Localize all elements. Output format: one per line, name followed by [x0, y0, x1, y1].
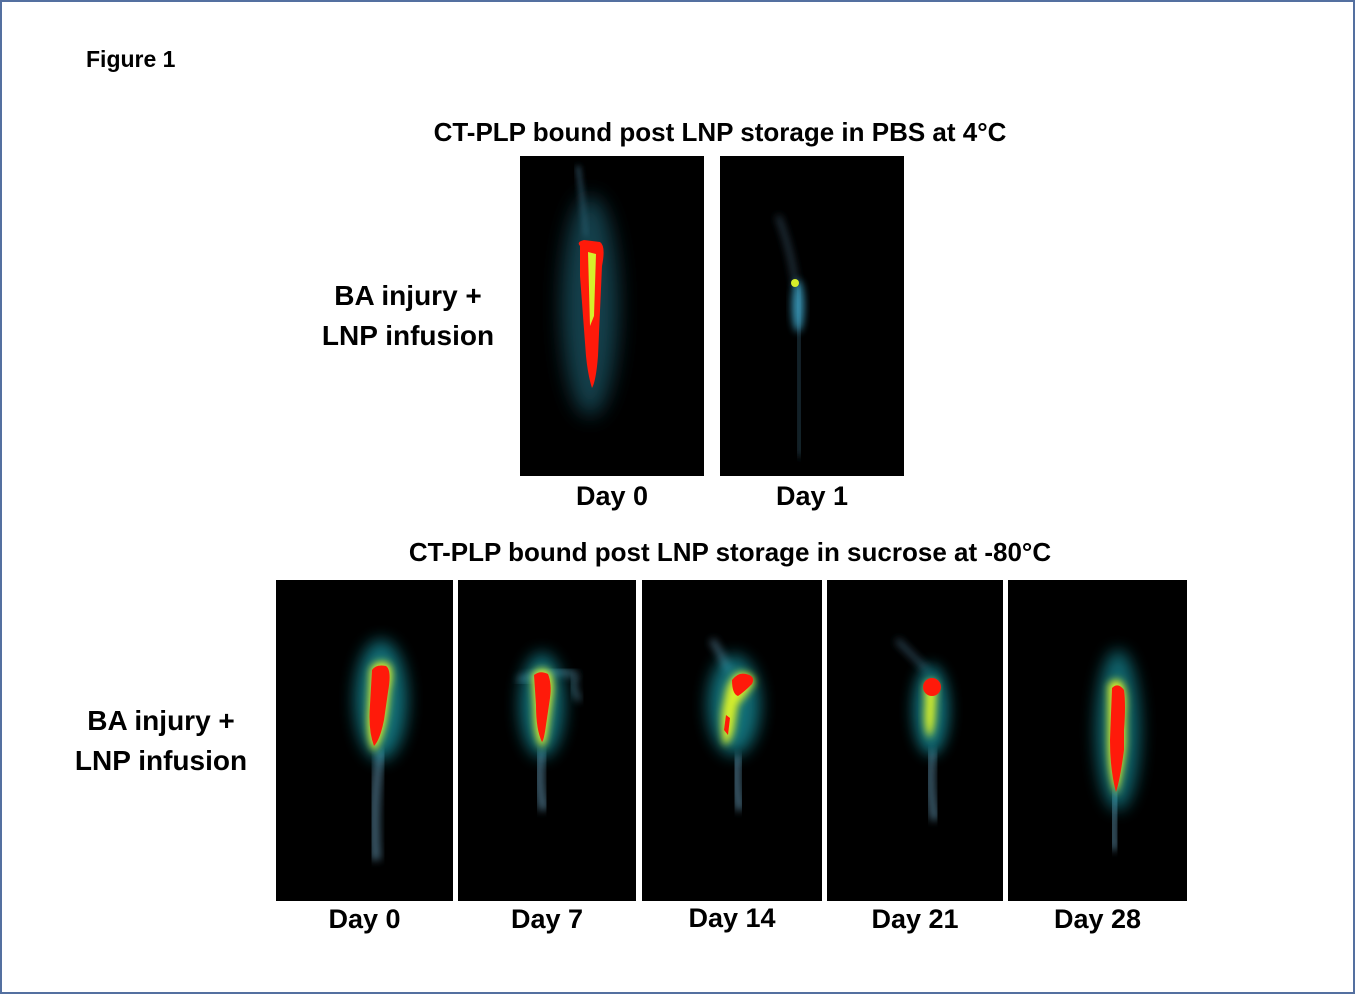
top-row-label: BA injury + LNP infusion — [308, 276, 508, 356]
bottom-row-label: BA injury + LNP infusion — [60, 701, 262, 781]
fluorescence-image — [776, 215, 804, 457]
top-row-label-line1: BA injury + — [334, 280, 482, 311]
fluorescence-image — [517, 653, 582, 812]
top-panel-day1-image — [720, 156, 904, 476]
top-section-title: CT-PLP bound post LNP storage in PBS at … — [433, 117, 1007, 147]
fluorescence-image — [355, 640, 407, 861]
fluorescence-image — [562, 165, 618, 416]
bottom-row-label-line1: BA injury + — [87, 705, 235, 736]
bottom-panel-day7-image — [458, 580, 636, 901]
bottom-panel-day0-image — [276, 580, 453, 901]
bottom-panel-day7-label: Day 7 — [510, 904, 584, 934]
bottom-row-label-line2: LNP infusion — [74, 745, 248, 776]
bottom-panel-day14-image — [642, 580, 822, 901]
fluorescence-image — [895, 638, 949, 821]
fluorescence-image — [708, 638, 760, 811]
top-panel-day1-label: Day 1 — [775, 481, 849, 511]
figure-label: Figure 1 — [86, 46, 176, 72]
bottom-panel-day28-label: Day 28 — [1053, 904, 1142, 934]
bottom-panel-day28-image — [1008, 580, 1187, 901]
bottom-panel-day21-label: Day 21 — [871, 904, 959, 934]
bottom-panel-day14-label: Day 14 — [688, 903, 776, 933]
top-panel-day0-label: Day 0 — [575, 481, 649, 511]
top-row-label-line2: LNP infusion — [321, 320, 495, 351]
bottom-panel-day0-label: Day 0 — [328, 904, 401, 934]
top-panel-day0-image — [520, 156, 704, 476]
bottom-panel-day21-image — [827, 580, 1003, 901]
fluorescence-image — [1096, 650, 1140, 851]
bottom-section-title: CT-PLP bound post LNP storage in sucrose… — [408, 537, 1052, 567]
